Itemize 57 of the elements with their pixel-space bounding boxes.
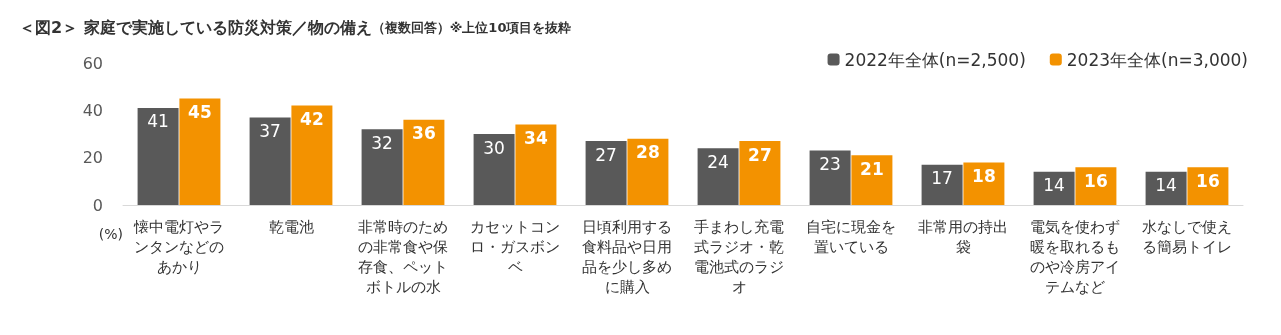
data-label: 27 — [748, 144, 772, 165]
data-label: 14 — [1155, 175, 1177, 196]
bar — [809, 150, 851, 205]
y-tick-label: 40 — [82, 100, 103, 120]
x-tick-label: 電気を使わず暖を取れるものや冷房アイテムなど — [1030, 218, 1120, 296]
x-tick-label: カセットコンロ・ガスボンベ — [470, 218, 560, 276]
bar — [179, 98, 221, 205]
chart-subtitle: （複数回答）※上位10項目を抜粋 — [371, 19, 572, 35]
bar — [697, 148, 739, 205]
data-label: 17 — [931, 168, 953, 189]
bar — [921, 164, 963, 205]
data-label: 42 — [300, 109, 324, 130]
data-label: 14 — [1043, 175, 1065, 196]
bar — [627, 138, 669, 205]
bar — [1145, 171, 1187, 205]
data-label: 16 — [1084, 170, 1108, 191]
x-tick-label: 水なしで使える簡易トイレ — [1142, 218, 1232, 256]
bar — [515, 124, 557, 205]
x-tick-label: 非常用の持出袋 — [918, 218, 1008, 256]
x-tick-label: 自宅に現金を置いている — [806, 218, 896, 256]
bar — [403, 119, 445, 205]
x-tick-label: 乾電池 — [268, 218, 314, 236]
data-label: 41 — [147, 111, 169, 132]
x-tick-label: 手まわし充電式ラジオ・乾電池式のラジオ — [694, 218, 784, 296]
data-label: 16 — [1196, 170, 1220, 191]
y-tick-label: 60 — [82, 53, 103, 73]
data-label: 37 — [259, 120, 281, 141]
bar — [473, 134, 515, 205]
bar — [361, 129, 403, 205]
data-label: 23 — [819, 154, 841, 175]
x-tick-label: 日頃利用する食料品や日用品を少し多めに購入 — [582, 218, 672, 296]
data-label: 34 — [524, 128, 548, 149]
bar — [1033, 171, 1075, 205]
data-label: 36 — [412, 123, 436, 144]
x-tick-label: 懐中電灯やランタンなどのあかり — [133, 218, 224, 276]
bar — [739, 141, 781, 205]
bar — [585, 141, 627, 205]
x-tick-label: 非常時のための非常食や保存食、ペットボトルの水 — [358, 218, 448, 296]
data-label: 21 — [860, 158, 884, 179]
data-label: 27 — [595, 144, 617, 165]
bar — [851, 155, 893, 205]
y-axis-title: (%) — [98, 226, 123, 242]
bar — [249, 117, 291, 205]
data-label: 28 — [636, 142, 660, 163]
data-label: 30 — [483, 137, 505, 158]
y-tick-label: 20 — [82, 148, 103, 168]
data-label: 18 — [972, 165, 996, 186]
chart-title: ＜図2＞ 家庭で実施している防災対策／物の備え — [19, 17, 372, 37]
y-tick-label: 0 — [92, 195, 103, 215]
bar — [137, 107, 179, 205]
bar — [291, 105, 333, 205]
legend-label: 2023年全体(n=3,000) — [1066, 49, 1248, 70]
data-label: 24 — [707, 151, 729, 172]
legend-label: 2022年全体(n=2,500) — [844, 49, 1026, 70]
data-label: 32 — [371, 132, 393, 153]
data-label: 45 — [188, 102, 212, 122]
bar — [963, 162, 1005, 205]
